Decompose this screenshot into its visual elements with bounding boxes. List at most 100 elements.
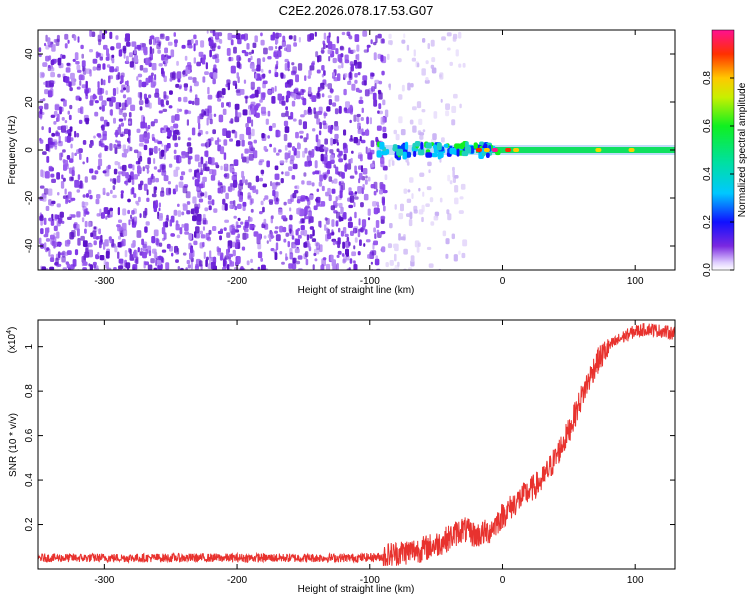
heatmap-cell	[422, 129, 426, 133]
heatmap-cell	[101, 124, 105, 131]
heatmap-cell	[84, 88, 89, 94]
heatmap-cell	[199, 230, 203, 235]
heatmap-cell	[406, 44, 410, 51]
signal-peak	[505, 148, 512, 152]
heatmap-cell	[39, 108, 43, 115]
heatmap-cell	[455, 49, 459, 57]
heatmap-cell	[289, 252, 294, 260]
heatmap-cell	[125, 262, 131, 269]
heatmap-cell	[431, 67, 437, 74]
heatmap-cell	[373, 207, 379, 215]
heatmap-cell	[99, 56, 103, 61]
heatmap-cell	[66, 135, 71, 143]
heatmap-cell	[229, 204, 233, 209]
heatmap-cell	[233, 179, 238, 188]
heatmap-cell	[175, 83, 180, 88]
heatmap-cell	[263, 235, 267, 239]
heatmap-cell	[58, 242, 62, 247]
heatmap-cell	[361, 131, 366, 136]
heatmap-cell	[403, 33, 406, 39]
heatmap-cell	[347, 163, 352, 170]
heatmap-cell	[231, 34, 237, 39]
heatmap-cell	[314, 170, 320, 175]
heatmap-cell	[183, 83, 188, 88]
heatmap-cell	[334, 125, 339, 131]
heatmap-cell	[131, 41, 137, 47]
heatmap-cell	[198, 122, 201, 130]
heatmap-cell	[339, 190, 343, 199]
heatmap-cell	[312, 171, 316, 175]
heatmap-cell	[71, 230, 76, 238]
heatmap-cell	[395, 133, 400, 141]
heatmap-cell	[178, 181, 184, 188]
heatmap-cell	[79, 180, 83, 189]
heatmap-cell	[121, 238, 126, 247]
heatmap-cell	[361, 165, 363, 173]
heatmap-cell	[331, 231, 335, 235]
heatmap-cell	[387, 243, 392, 249]
heatmap-cell	[98, 158, 103, 167]
heatmap-cell	[398, 213, 404, 220]
heatmap-cell	[377, 33, 382, 39]
heatmap-cell	[222, 108, 227, 115]
heatmap-cell	[158, 202, 161, 208]
heatmap-cell	[366, 45, 369, 53]
heatmap-cell	[376, 229, 380, 235]
snr-frame	[37, 319, 676, 570]
heatmap-cell	[261, 111, 267, 116]
heatmap-cell	[188, 168, 193, 173]
heatmap-cell	[349, 216, 352, 221]
heatmap-cell	[144, 226, 148, 233]
heatmap-cell	[66, 62, 71, 66]
heatmap-cell	[115, 129, 118, 138]
heatmap-cell	[292, 192, 297, 199]
heatmap-cell	[284, 58, 289, 63]
heatmap-cell	[48, 248, 51, 257]
heatmap-cell	[275, 197, 279, 202]
heatmap-cell	[279, 160, 285, 164]
heatmap-cell	[370, 184, 376, 189]
x-tick-label: -200	[227, 575, 247, 586]
heatmap-cell	[106, 192, 110, 197]
heatmap-cell	[94, 170, 99, 175]
heatmap-cell	[421, 68, 426, 76]
heatmap-cell	[127, 137, 130, 143]
heatmap-cell	[261, 133, 265, 139]
heatmap-cell	[375, 220, 380, 228]
heatmap-cell	[295, 238, 300, 246]
heatmap-cell	[60, 270, 64, 276]
heatmap-cell	[330, 137, 333, 146]
heatmap-cell	[430, 39, 435, 47]
heatmap-cell	[235, 221, 239, 230]
heatmap-cell	[233, 159, 239, 166]
heatmap-cell	[147, 264, 153, 270]
heatmap-cell	[79, 80, 82, 86]
heatmap-cell	[167, 130, 172, 137]
heatmap-cell	[349, 104, 353, 110]
heatmap-cell	[193, 57, 196, 64]
heatmap-cell	[116, 224, 121, 228]
heatmap-cell	[146, 189, 149, 196]
heatmap-cell	[242, 201, 247, 207]
heatmap-cell	[309, 33, 314, 40]
heatmap-cell	[118, 173, 121, 178]
heatmap-cell	[40, 228, 44, 235]
heatmap-cell	[328, 99, 333, 106]
heatmap-cell	[350, 63, 354, 72]
heatmap-cell	[291, 62, 295, 66]
heatmap-cell	[61, 174, 64, 180]
heatmap-cell	[71, 78, 76, 86]
heatmap-cell	[207, 263, 212, 269]
heatmap-cell	[364, 229, 368, 235]
heatmap-cell	[328, 56, 331, 62]
heatmap-cell	[370, 261, 373, 265]
heatmap-cell	[272, 189, 276, 197]
heatmap-cell	[89, 168, 94, 174]
heatmap-cell	[223, 152, 227, 160]
heatmap-cell	[171, 115, 175, 123]
heatmap-cell	[60, 180, 65, 189]
heatmap-cell	[92, 58, 98, 64]
heatmap-cell	[212, 226, 217, 231]
heatmap-cell	[354, 211, 357, 219]
heatmap-cell	[337, 65, 342, 69]
